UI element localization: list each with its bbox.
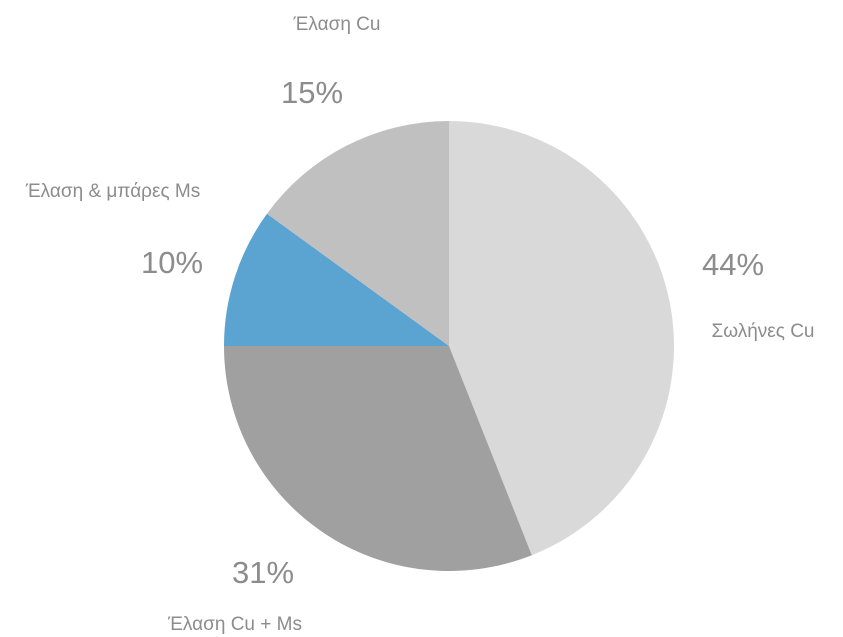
category-label: Έλαση Cu + Ms bbox=[167, 614, 302, 635]
category-label: Σωλήνες Cu bbox=[712, 321, 815, 342]
pie-slice bbox=[224, 213, 449, 346]
pie-slice bbox=[224, 346, 532, 572]
pie-slice bbox=[266, 121, 449, 346]
data-label: 10% bbox=[141, 245, 203, 280]
category-label: Έλαση Cu bbox=[293, 14, 381, 35]
data-label: 15% bbox=[281, 75, 343, 110]
pie-slice bbox=[449, 121, 675, 556]
data-label: 31% bbox=[232, 555, 294, 590]
category-label: Έλαση & μπάρες Ms bbox=[25, 181, 200, 202]
data-label: 44% bbox=[702, 247, 764, 282]
